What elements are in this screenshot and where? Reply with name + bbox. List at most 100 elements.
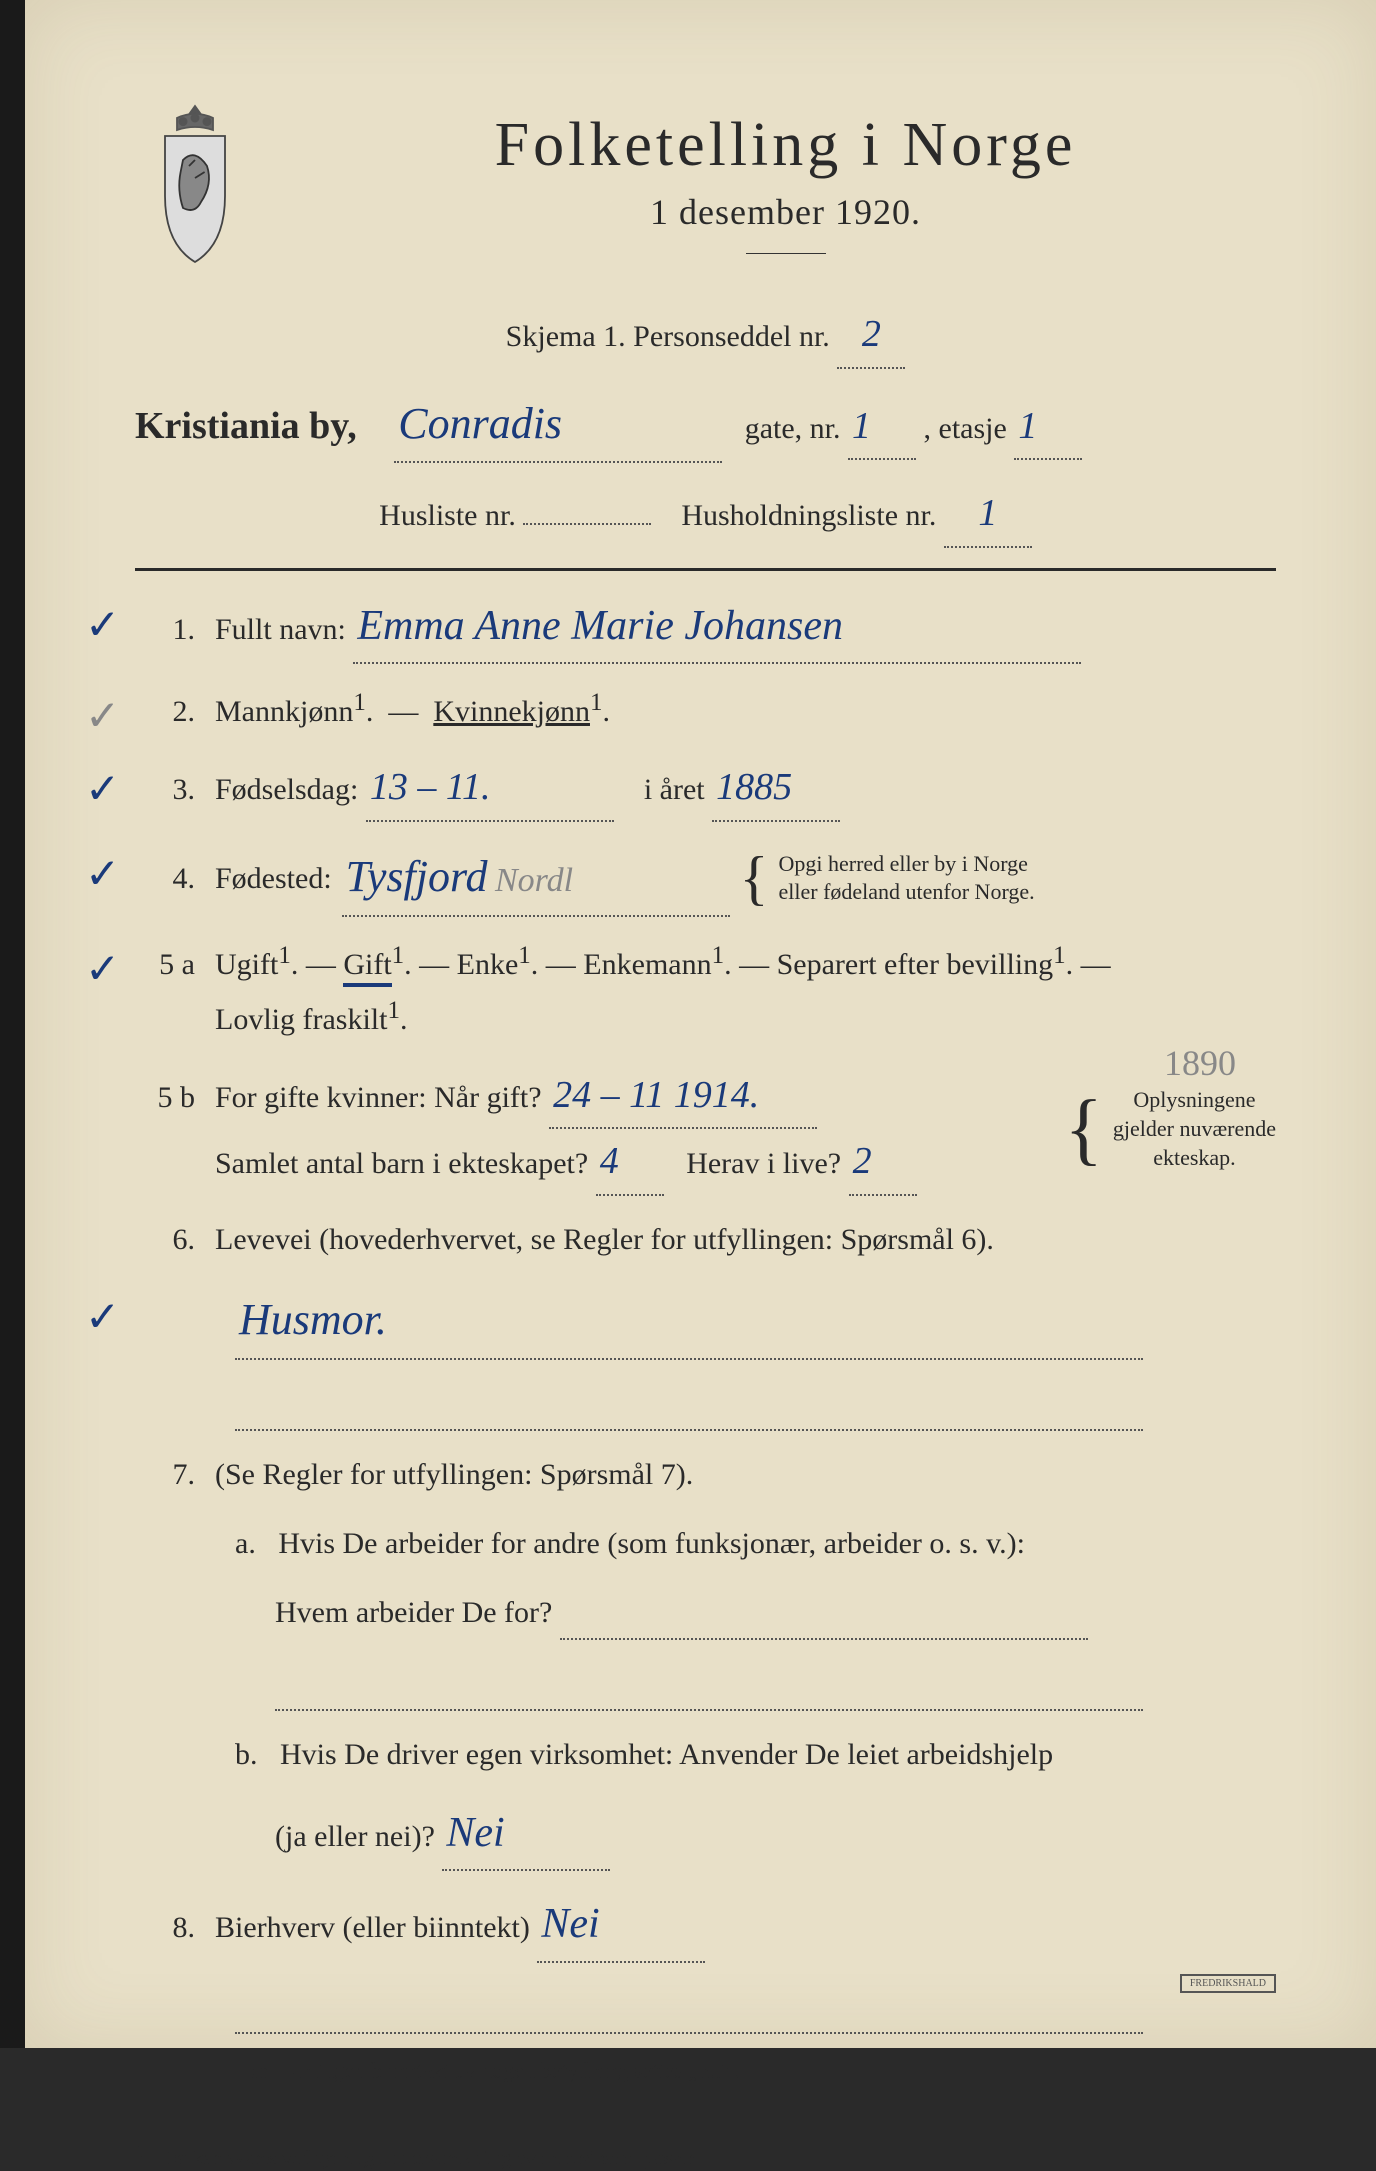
etasje: 1	[1014, 394, 1082, 461]
q5b-gift-date: 24 – 11 1914.	[549, 1063, 817, 1130]
margin-year: 1890	[1164, 1033, 1236, 1094]
q1: ✓ 1. Fullt navn: Emma Anne Marie Johanse…	[135, 591, 1276, 664]
q5b-label3: Herav i live?	[686, 1147, 841, 1180]
q5b-barn: 4	[596, 1129, 664, 1196]
printer-stamp: FREDRIKSHALD	[1180, 1974, 1276, 1993]
q5a-ugift: Ugift	[215, 948, 278, 981]
checkmark-icon: ✓	[85, 935, 120, 1006]
q6-blank	[235, 1378, 1276, 1431]
etasje-label: , etasje	[924, 412, 1007, 445]
q2-kvinne: Kvinnekjønn	[433, 695, 590, 728]
q7: 7. (Se Regler for utfyllingen: Spørsmål …	[135, 1449, 1276, 1500]
q8-blank	[235, 1981, 1276, 2034]
q6-label: Levevei (hovederhvervet, se Regler for u…	[215, 1223, 994, 1256]
q7a-line2: Hvem arbeider De for?	[275, 1587, 1276, 1640]
checkmark-icon: ✓	[85, 1283, 120, 1354]
q2-num: 2.	[135, 686, 195, 737]
q5b-num: 5 b	[135, 1072, 195, 1123]
skjema-label: Skjema 1. Personseddel nr.	[506, 320, 830, 353]
street: Conradis	[394, 387, 722, 464]
sup: 1	[353, 689, 366, 716]
hushold-label: Husholdningsliste nr.	[681, 499, 936, 532]
city-label: Kristiania by,	[135, 405, 357, 447]
checkmark-icon: ✓	[85, 755, 120, 826]
q5b-live: 2	[849, 1129, 917, 1196]
q5b-label2: Samlet antal barn i ekteskapet?	[215, 1147, 588, 1180]
q7b-value: Nei	[442, 1798, 610, 1871]
brace-icon: {	[1064, 1097, 1102, 1161]
q2-mann: Mannkjønn	[215, 695, 353, 728]
gate-label: gate, nr.	[745, 412, 841, 445]
q6-value: Husmor.	[235, 1283, 1143, 1360]
q6-answer: ✓ Husmor.	[135, 1283, 1276, 1360]
q5a-fraskilt: Lovlig fraskilt	[215, 1003, 387, 1036]
q4-pencil: Nordl	[495, 862, 573, 899]
q4-label: Fødested:	[215, 853, 332, 904]
checkmark-icon: ✓	[85, 840, 120, 911]
q7-num: 7.	[135, 1449, 195, 1500]
q4-note: Opgi herred eller by i Norge eller fødel…	[778, 850, 1034, 907]
q3-year: 1885	[712, 755, 840, 822]
q7a-label: a.	[235, 1527, 256, 1560]
address-line: Kristiania by, Conradis gate, nr. 1 , et…	[135, 387, 1276, 464]
husliste-value	[523, 523, 651, 525]
q3: ✓ 3. Fødselsdag: 13 – 11. i året 1885	[135, 755, 1276, 822]
q7b-text2: (ja eller nei)?	[275, 1820, 435, 1853]
q7b-label: b.	[235, 1738, 258, 1771]
q1-value: Emma Anne Marie Johansen	[353, 591, 1081, 664]
census-form-page: Folketelling i Norge 1 desember 1920. Sk…	[0, 0, 1376, 2048]
q4-value: Tysfjord	[346, 852, 488, 901]
q5b: 1890 5 b For gifte kvinner: Når gift? 24…	[135, 1063, 1276, 1196]
skjema-line: Skjema 1. Personseddel nr. 2	[135, 302, 1276, 369]
q3-day: 13 – 11.	[366, 755, 614, 822]
divider-bottom	[135, 2109, 1276, 2112]
q7b-text1: Hvis De driver egen virksomhet: Anvender…	[280, 1738, 1053, 1771]
q5a: ✓ 5 a Ugift1. — Gift1. — Enke1. — Enkema…	[135, 935, 1276, 1045]
q2: ✓ 2. Mannkjønn1. — Kvinnekjønn1.	[135, 682, 1276, 737]
brace-icon: {	[740, 854, 769, 902]
q7b: b. Hvis De driver egen virksomhet: Anven…	[235, 1729, 1276, 1780]
sub-title: 1 desember 1920.	[295, 191, 1276, 233]
header: Folketelling i Norge 1 desember 1920.	[135, 90, 1276, 284]
q7b-line2: (ja eller nei)? Nei	[275, 1798, 1276, 1871]
divider-heavy	[135, 568, 1276, 571]
husliste-line: Husliste nr. Husholdningsliste nr. 1	[135, 481, 1276, 548]
q8-label: Bierhverv (eller biinntekt)	[215, 1911, 530, 1944]
q8-value: Nei	[537, 1889, 705, 1962]
title-block: Folketelling i Norge 1 desember 1920.	[295, 90, 1276, 284]
coat-of-arms-icon	[135, 100, 255, 260]
q4: ✓ 4. Fødested: Tysfjord Nordl { Opgi her…	[135, 840, 1276, 917]
sup: 1	[590, 689, 603, 716]
q7a: a. Hvis De arbeider for andre (som funks…	[235, 1518, 1276, 1569]
checkmark-icon: ✓	[85, 682, 120, 753]
title-divider	[746, 253, 826, 254]
q5b-label1: For gifte kvinner: Når gift?	[215, 1081, 542, 1114]
q8-num: 8.	[135, 1902, 195, 1953]
checkmark-icon: ✓	[85, 591, 120, 662]
main-title: Folketelling i Norge	[295, 110, 1276, 181]
q1-label: Fullt navn:	[215, 613, 346, 646]
footnote-text: Her kan svares ved tydelig understreknin…	[158, 2148, 697, 2170]
q1-num: 1.	[135, 604, 195, 655]
q7a-text2: Hvem arbeider De for?	[275, 1596, 552, 1629]
q3-label: Fødselsdag:	[215, 773, 358, 806]
q5b-note: Oplysningene gjelder nuværende ekteskap.	[1113, 1086, 1276, 1172]
q5a-enke: Enke	[457, 948, 519, 981]
husliste-label: Husliste nr.	[379, 499, 516, 532]
footer-note: Har man ingen biinntekt av nogen betydni…	[235, 2052, 1276, 2089]
q7a-blank	[275, 1658, 1276, 1711]
q3-year-label: i året	[644, 773, 705, 806]
q7a-text1: Hvis De arbeider for andre (som funksjon…	[278, 1527, 1025, 1560]
q6-num: 6.	[135, 1214, 195, 1265]
hushold-value: 1	[944, 481, 1032, 548]
q5a-enkemann: Enkemann	[583, 948, 711, 981]
q7-label: (Se Regler for utfyllingen: Spørsmål 7).	[215, 1458, 693, 1491]
skjema-nr: 2	[837, 302, 905, 369]
q5a-separert: Separert efter bevilling	[777, 948, 1054, 981]
q8: 8. Bierhverv (eller biinntekt) Nei	[135, 1889, 1276, 1962]
q6: 6. Levevei (hovederhvervet, se Regler fo…	[135, 1214, 1276, 1265]
footnote-sup: 1	[135, 2142, 143, 2161]
q5a-num: 5 a	[135, 939, 195, 990]
gate-nr: 1	[848, 394, 916, 461]
q5a-gift: Gift	[343, 948, 391, 987]
